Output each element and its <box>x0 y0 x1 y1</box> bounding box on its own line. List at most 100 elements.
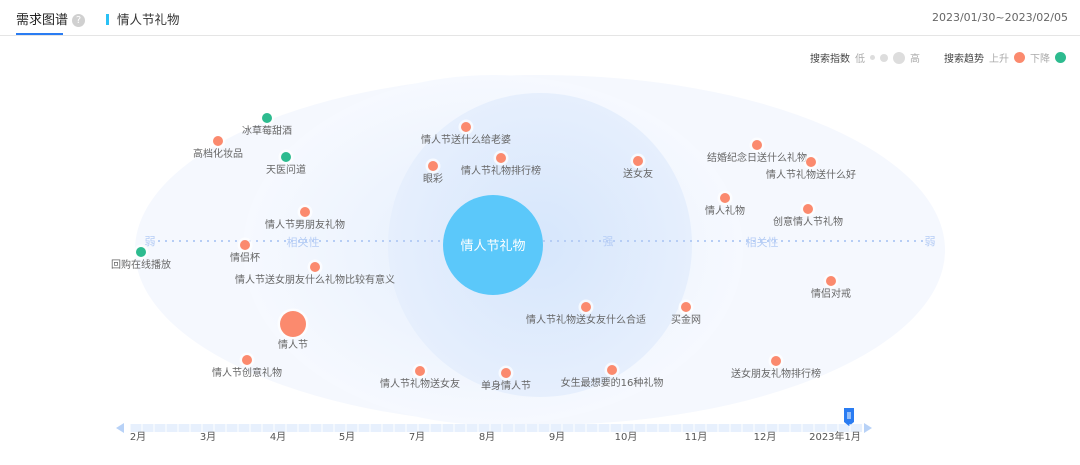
keyword-node[interactable]: 情人礼物 <box>705 190 745 218</box>
node-dot[interactable] <box>752 140 762 150</box>
keyword-node[interactable]: 天医问道 <box>266 149 306 177</box>
node-dot[interactable] <box>280 311 306 337</box>
keyword-node[interactable]: 情人节 <box>277 308 309 352</box>
keyword-node[interactable]: 创意情人节礼物 <box>773 201 843 229</box>
center-node[interactable]: 情人节礼物 <box>443 195 543 295</box>
node-dot[interactable] <box>415 366 425 376</box>
date-range: 2023/01/30~2023/02/05 <box>931 11 1068 24</box>
timeline-prev-icon[interactable] <box>116 423 124 433</box>
axis-relevance-right: 相关性 <box>746 235 779 249</box>
node-dot[interactable] <box>300 207 310 217</box>
timeline-month[interactable]: 2023年1月 <box>809 430 861 443</box>
node-label: 送女友 <box>623 167 653 180</box>
timeline-month[interactable]: 2月 <box>130 431 146 443</box>
node-dot[interactable] <box>428 161 438 171</box>
node-label: 情人节礼物送女友 <box>380 377 460 390</box>
node-dot[interactable] <box>136 247 146 257</box>
node-label: 情人节创意礼物 <box>212 366 282 379</box>
timeline-month[interactable]: 7月 <box>409 431 425 443</box>
node-label: 高档化妆品 <box>193 147 243 160</box>
keyword-node[interactable]: 情侣杯 <box>230 237 260 265</box>
size-small-icon <box>870 55 875 60</box>
keyword-node[interactable]: 买金网 <box>671 299 701 327</box>
keyword-node[interactable]: 单身情人节 <box>481 365 531 393</box>
node-dot[interactable] <box>771 356 781 366</box>
node-dot[interactable] <box>633 156 643 166</box>
axis-weak-left: 弱 <box>145 235 156 248</box>
node-label: 女生最想要的16种礼物 <box>561 376 664 389</box>
axis-relevance-left: 相关性 <box>287 235 320 249</box>
svg-text:情人节礼物: 情人节礼物 <box>460 238 525 254</box>
node-dot[interactable] <box>607 365 617 375</box>
keyword-node[interactable]: 情人节送什么给老婆 <box>421 119 511 147</box>
node-label: 单身情人节 <box>481 379 531 392</box>
timeline-month[interactable]: 10月 <box>615 431 638 443</box>
keyword-node[interactable]: 眼彩 <box>423 158 443 186</box>
size-medium-icon <box>880 53 888 62</box>
axis-weak-right: 弱 <box>925 235 936 248</box>
node-label: 送女朋友礼物排行榜 <box>731 367 821 380</box>
keyword-node[interactable]: 送女朋友礼物排行榜 <box>731 353 821 381</box>
node-label: 天医问道 <box>266 163 306 176</box>
keyword-node[interactable]: 女生最想要的16种礼物 <box>561 362 664 390</box>
timeline-next-icon[interactable] <box>864 423 872 433</box>
axis-strong: 强 <box>603 235 614 248</box>
keyword-node[interactable]: 情人节礼物送什么好 <box>766 154 856 182</box>
node-label: 创意情人节礼物 <box>773 215 843 228</box>
keyword-node[interactable]: 情人节礼物排行榜 <box>461 150 541 178</box>
keyword-node[interactable]: 送女友 <box>623 153 653 181</box>
legend: 搜索指数 低 高 搜索趋势 上升 下降 <box>810 50 1066 65</box>
keyword-node[interactable]: 情人节礼物送女友 <box>380 363 460 391</box>
node-dot[interactable] <box>806 157 816 167</box>
node-dot[interactable] <box>262 113 272 123</box>
node-dot[interactable] <box>461 122 471 132</box>
active-tab-indicator <box>16 33 63 35</box>
node-dot[interactable] <box>496 153 506 163</box>
keyword-node[interactable]: 情人节创意礼物 <box>212 352 282 380</box>
node-label: 情侣杯 <box>230 251 260 264</box>
trend-up-icon <box>1014 52 1025 63</box>
node-dot[interactable] <box>240 240 250 250</box>
trend-down-icon <box>1055 52 1066 63</box>
keyword-label: 情人节礼物 <box>106 9 180 28</box>
node-dot[interactable] <box>826 276 836 286</box>
keyword-node[interactable]: 情人节送女朋友什么礼物比较有意义 <box>235 259 395 287</box>
keyword-node[interactable]: 情人节男朋友礼物 <box>265 204 345 232</box>
node-dot[interactable] <box>213 136 223 146</box>
timeline-month[interactable]: 4月 <box>270 431 286 443</box>
keyword-node[interactable]: 高档化妆品 <box>193 133 243 161</box>
timeline-month[interactable]: 3月 <box>200 431 216 443</box>
node-label: 情人节礼物送什么好 <box>766 168 856 181</box>
node-dot[interactable] <box>242 355 252 365</box>
timeline-month[interactable]: 8月 <box>479 431 495 443</box>
node-label: 眼彩 <box>423 173 443 185</box>
timeline-month[interactable]: 5月 <box>339 431 355 443</box>
node-dot[interactable] <box>720 193 730 203</box>
node-dot[interactable] <box>803 204 813 214</box>
timeline-month[interactable]: 12月 <box>754 431 777 443</box>
node-label: 结婚纪念日送什么礼物 <box>707 151 807 164</box>
timeline-month[interactable]: 11月 <box>685 431 708 443</box>
keyword-node[interactable]: 情人节礼物送女友什么合适 <box>526 299 646 327</box>
node-label: 情侣对戒 <box>811 287 851 300</box>
node-label: 情人节男朋友礼物 <box>265 218 345 231</box>
timeline-handle[interactable] <box>844 408 854 426</box>
node-dot[interactable] <box>681 302 691 312</box>
node-dot[interactable] <box>501 368 511 378</box>
node-dot[interactable] <box>310 262 320 272</box>
node-dot[interactable] <box>281 152 291 162</box>
node-label: 情人节礼物送女友什么合适 <box>526 313 646 326</box>
keyword-node[interactable]: 冰草莓甜酒 <box>242 110 292 138</box>
timeline-month[interactable]: 9月 <box>549 431 565 443</box>
tab-bar: 需求图谱? 情人节礼物 2023/01/30~2023/02/05 <box>0 0 1080 36</box>
keyword-node[interactable]: 回购在线播放 <box>111 244 171 272</box>
tab-demand-graph[interactable]: 需求图谱? <box>16 9 86 28</box>
keyword-node[interactable]: 情侣对戒 <box>811 273 851 301</box>
timeline-slider[interactable]: 2月 3月 4月 5月 7月 8月 9月 10月 11月 12月 2023年1月 <box>116 408 872 443</box>
node-label: 回购在线播放 <box>111 258 171 271</box>
node-label: 情人节送女朋友什么礼物比较有意义 <box>235 273 395 286</box>
node-dot[interactable] <box>581 302 591 312</box>
help-icon[interactable]: ? <box>72 14 86 27</box>
keyword-node[interactable]: 结婚纪念日送什么礼物 <box>707 137 807 165</box>
